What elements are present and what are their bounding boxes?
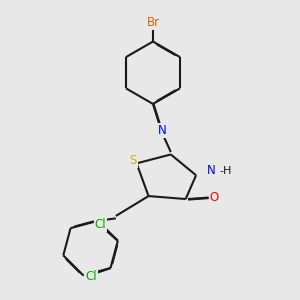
Text: S: S bbox=[129, 154, 137, 167]
Text: N: N bbox=[158, 124, 166, 137]
Text: Cl: Cl bbox=[95, 218, 106, 231]
Text: O: O bbox=[210, 191, 219, 204]
Text: -H: -H bbox=[219, 166, 232, 176]
Text: N: N bbox=[207, 164, 216, 177]
Text: Cl: Cl bbox=[85, 270, 97, 283]
Text: Br: Br bbox=[146, 16, 160, 29]
